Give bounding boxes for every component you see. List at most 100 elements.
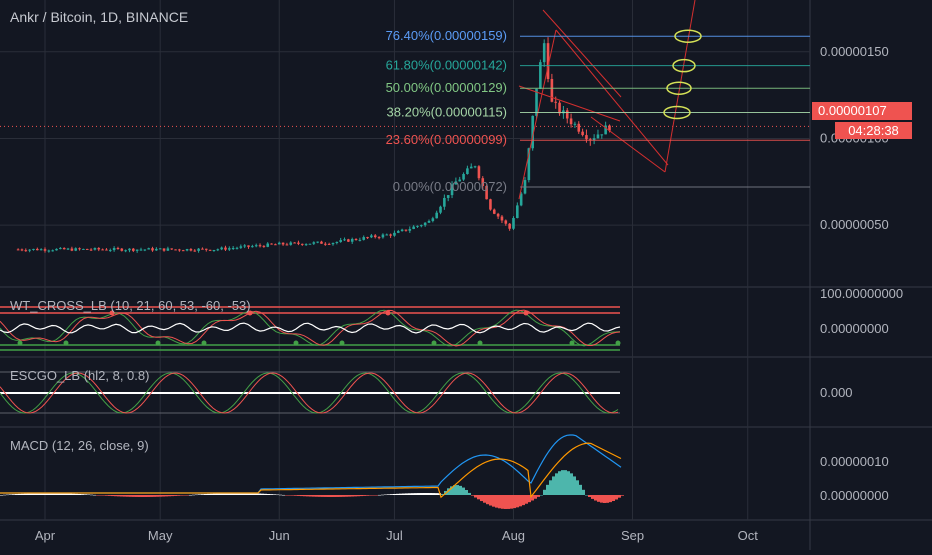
time-tick-label: Sep <box>621 528 644 543</box>
candle-body <box>443 197 446 207</box>
macd-histogram-bar <box>489 495 492 506</box>
macd-histogram-bar <box>219 493 222 495</box>
fibonacci-levels: 76.40%(0.00000159) 61.80%(0.00000142) 50.0… <box>386 28 810 194</box>
price-axis[interactable]: AprMayJunJulAugSepOct0.000001500.0000010… <box>35 44 903 543</box>
candle-body <box>124 250 127 252</box>
candle-body <box>116 247 120 249</box>
candle-body <box>585 135 588 140</box>
macd-histogram-bar <box>396 493 399 495</box>
candle-body <box>47 250 51 252</box>
macd-histogram-bar <box>570 473 573 495</box>
candle-body <box>469 166 473 169</box>
macd-title: MACD (12, 26, close, 9) <box>10 438 149 453</box>
trendline <box>542 9 622 98</box>
wt-cross-dot <box>201 340 207 346</box>
macd-histogram-bar <box>18 493 21 495</box>
candle-body <box>254 245 258 247</box>
macd-pane[interactable] <box>0 434 624 509</box>
candle-body <box>66 248 70 250</box>
wt-cross-dot <box>385 310 391 316</box>
macd-histogram-bar <box>375 495 378 496</box>
candle-body <box>565 110 569 119</box>
price-pane[interactable] <box>0 0 810 253</box>
candle-body <box>573 123 577 125</box>
macd-histogram-bar <box>399 493 402 495</box>
escgo-pane[interactable] <box>0 371 620 414</box>
wt-tick-label: 0.00000000 <box>820 321 889 336</box>
macd-histogram-bar <box>294 495 297 496</box>
candle-body <box>243 245 246 247</box>
candle-body <box>408 229 412 231</box>
candle-body <box>435 212 438 219</box>
price-tick-label: 0.00000050 <box>820 217 889 232</box>
macd-histogram-bar <box>210 493 213 495</box>
macd-histogram-bar <box>450 486 453 495</box>
macd-histogram-bar <box>435 493 438 495</box>
candle-body <box>178 249 181 251</box>
candle-body <box>531 115 534 149</box>
candle-body <box>331 242 335 245</box>
candle-body <box>105 249 108 251</box>
macd-tick-label: 0.00000000 <box>820 488 889 503</box>
macd-histogram-bar <box>543 489 546 495</box>
wt-cross-dot <box>339 340 345 346</box>
time-tick-label: Apr <box>35 528 56 543</box>
macd-histogram-bar <box>354 495 357 497</box>
candle-body <box>120 248 124 251</box>
candle-body <box>85 248 89 250</box>
candle-body <box>439 206 442 213</box>
candle-body <box>562 110 565 114</box>
candle-body <box>577 123 581 132</box>
macd-histogram-bar <box>87 494 90 496</box>
macd-histogram-bar <box>360 495 363 497</box>
candle-body <box>581 131 584 136</box>
candle-body <box>78 248 81 250</box>
macd-histogram-bar <box>279 494 282 496</box>
wt-cross-dot <box>63 340 69 346</box>
macd-histogram-bar <box>276 494 279 496</box>
macd-histogram-bar <box>366 495 369 496</box>
candle-body <box>300 243 304 245</box>
macd-histogram-bar <box>333 495 336 497</box>
wt-cross-dot <box>477 340 483 346</box>
candle-body <box>201 248 204 250</box>
macd-histogram-bar <box>498 495 501 509</box>
macd-histogram-bar <box>261 493 264 495</box>
macd-histogram-bar <box>174 495 177 496</box>
macd-histogram-bar <box>78 493 81 495</box>
macd-histogram-bar <box>441 493 444 495</box>
macd-histogram-bar <box>264 493 267 495</box>
fib-level-label: 0.00%(0.00000072) <box>393 179 507 194</box>
macd-histogram-bar <box>132 495 135 497</box>
macd-histogram-bar <box>150 495 153 497</box>
time-tick-label: May <box>148 528 173 543</box>
macd-histogram-bar <box>528 495 531 503</box>
wt-cross-pane[interactable] <box>0 306 621 351</box>
candle-body <box>350 238 354 242</box>
macd-histogram-bar <box>234 493 237 495</box>
macd-histogram-bar <box>504 495 507 509</box>
macd-histogram-bar <box>108 495 111 496</box>
candle-body <box>128 248 131 251</box>
macd-histogram-bar <box>561 470 564 495</box>
wt-cross-dot <box>431 340 437 346</box>
macd-histogram-bar <box>348 495 351 497</box>
macd-signal-line <box>0 442 622 499</box>
candle-body <box>16 249 20 251</box>
candle-body <box>147 248 150 250</box>
macd-histogram-bar <box>267 493 270 495</box>
candle-body <box>135 249 139 251</box>
candle-body <box>270 243 273 245</box>
wt-cross-dot <box>569 340 575 346</box>
macd-histogram-bar <box>510 495 513 509</box>
macd-histogram-bar <box>135 495 138 497</box>
candle-body <box>251 246 254 248</box>
candle-body <box>101 249 104 251</box>
macd-histogram-bar <box>387 494 390 495</box>
time-tick-label: Jul <box>386 528 403 543</box>
candle-body <box>189 249 193 251</box>
candle-body <box>481 178 485 186</box>
trendline <box>518 85 621 122</box>
